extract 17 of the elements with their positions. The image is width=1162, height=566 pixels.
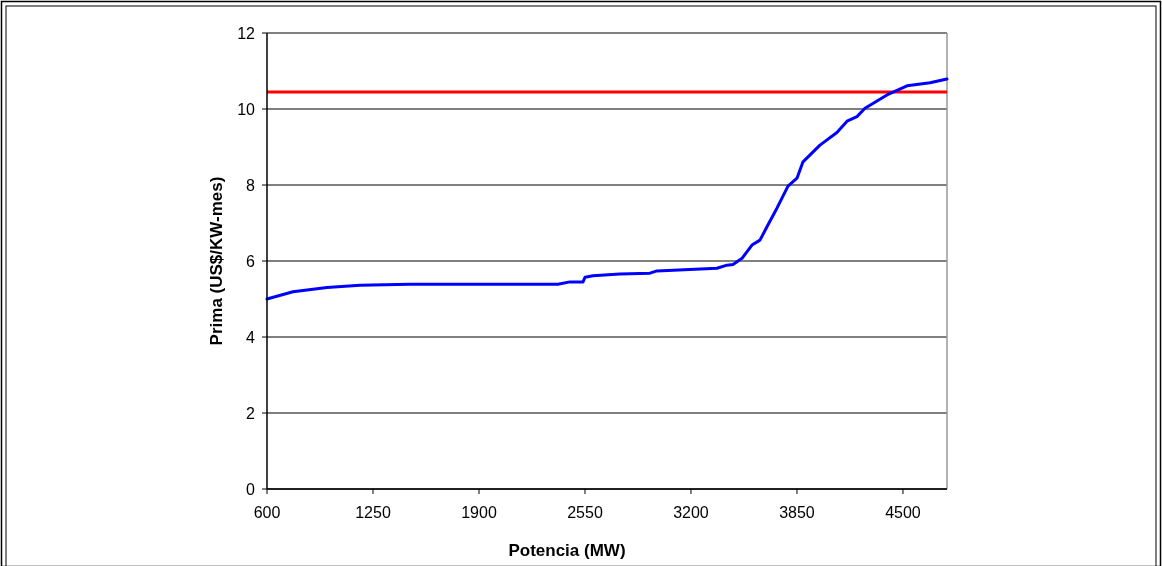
x-tick-label: 4500 [885, 504, 921, 521]
x-axis-title: Potencia (MW) [508, 541, 626, 560]
x-tick-label: 1900 [461, 504, 497, 521]
x-tick-label: 600 [253, 504, 281, 521]
x-tick-label: 3850 [779, 504, 815, 521]
line-series [265, 77, 949, 301]
y-tick-label: 12 [237, 24, 256, 42]
y-tick-label: 6 [246, 252, 256, 270]
y-tick-label: 8 [246, 176, 256, 194]
x-tick-label: 2550 [567, 504, 603, 521]
y-tick-label: 0 [246, 480, 256, 498]
y-axis-title: Prima (US$/KW-mes) [207, 176, 226, 346]
x-tick-label: 1250 [355, 504, 391, 521]
y-tick-label: 4 [246, 328, 256, 346]
y-tick-label: 10 [237, 100, 256, 118]
x-tick-label: 3200 [673, 504, 709, 521]
y-tick-label: 2 [246, 404, 256, 422]
